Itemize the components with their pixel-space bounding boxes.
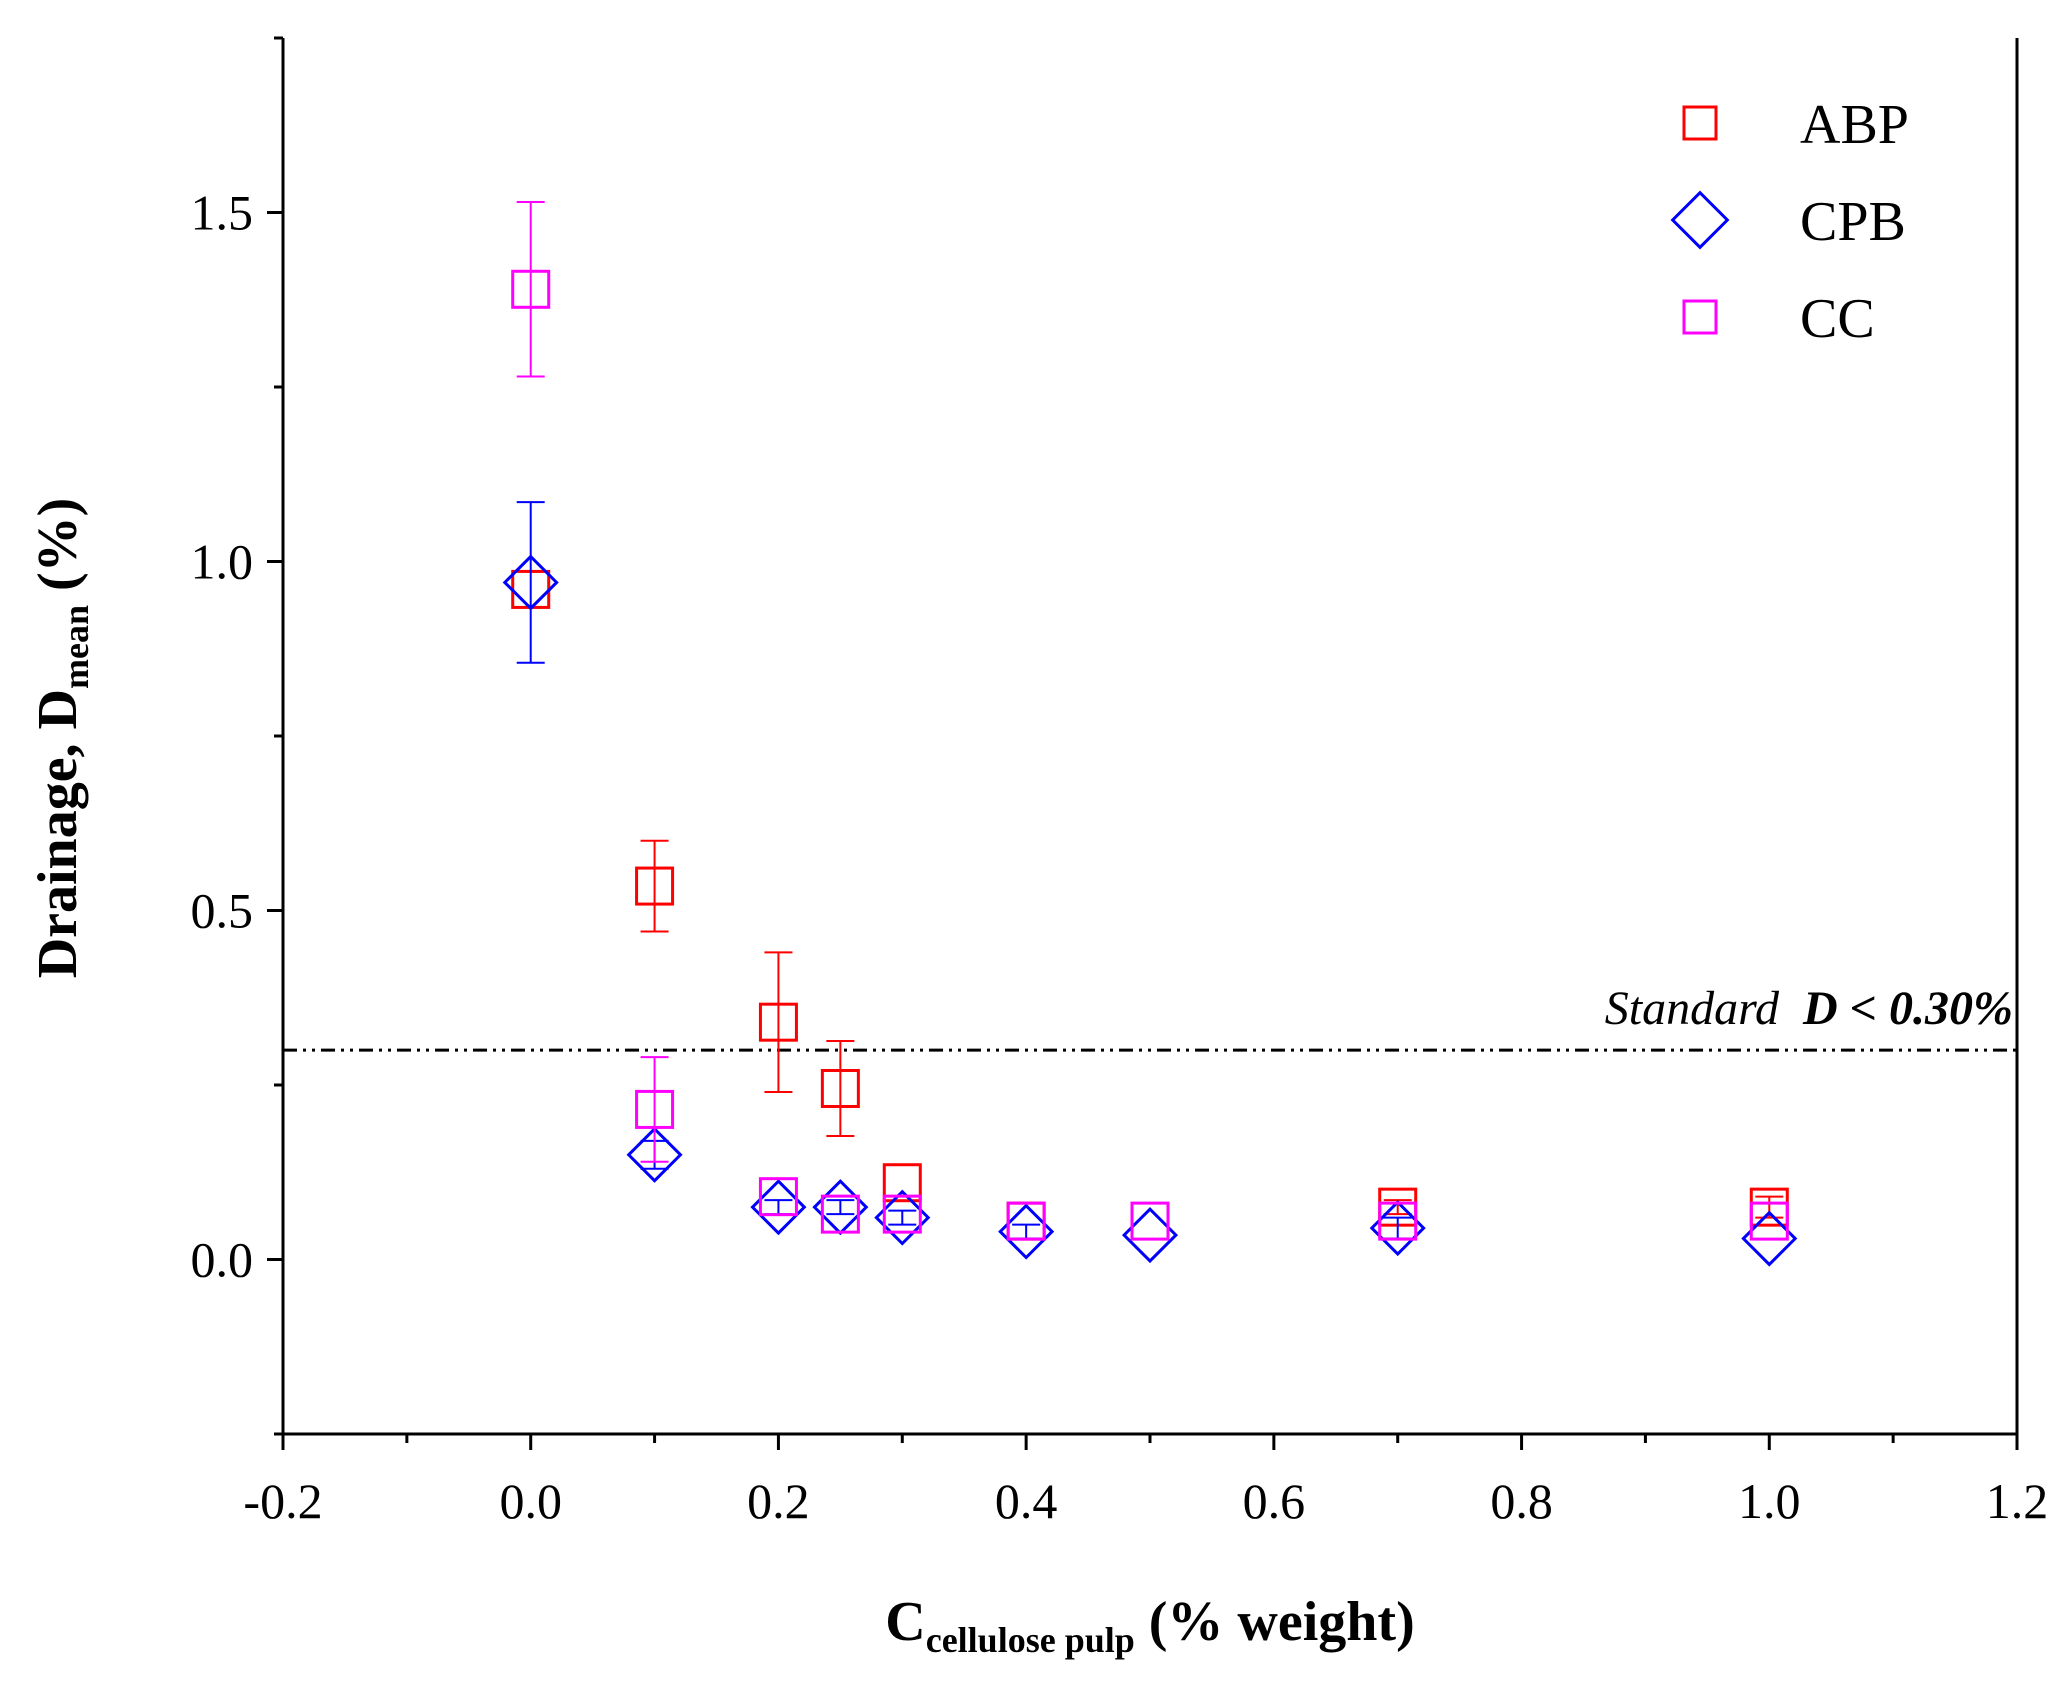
- series-cc: [511, 201, 1789, 1241]
- legend-label: CPB: [1800, 191, 1906, 253]
- legend-item-abp: ABP: [1682, 94, 1909, 156]
- x-tick-label: -0.2: [243, 1473, 322, 1529]
- data-point: [820, 1068, 860, 1108]
- y-axis-title-suffix: (%): [27, 498, 89, 605]
- data-point: [626, 1126, 683, 1183]
- legend-item-cpb: CPB: [1670, 190, 1906, 253]
- data-point: [758, 1177, 798, 1217]
- data-point: [635, 866, 675, 906]
- x-axis-title-subscript: cellulose pulp: [926, 1620, 1135, 1660]
- y-tick-label: 1.0: [191, 534, 254, 590]
- legend-marker: [1670, 190, 1730, 250]
- legend-label: CC: [1800, 288, 1875, 350]
- axis-titles: Ccellulose pulp (% weight) Drainage, Dmea…: [27, 498, 1415, 1660]
- data-point: [502, 554, 559, 611]
- y-tick-label: 0.0: [191, 1232, 254, 1288]
- y-axis-title: Drainage, Dmean (%): [27, 498, 96, 979]
- y-axis-title-prefix: Drainage, D: [27, 689, 89, 978]
- data-point: [1130, 1201, 1170, 1241]
- data-point: [511, 269, 551, 309]
- data-point: [882, 1163, 922, 1203]
- series-cpb: [502, 501, 1798, 1267]
- x-tick-label: 0.4: [995, 1473, 1058, 1529]
- y-tick-label: 1.5: [191, 185, 254, 241]
- data-point: [1378, 1201, 1418, 1241]
- legend-marker: [1682, 299, 1718, 335]
- x-tick-label: 1.0: [1738, 1473, 1801, 1529]
- standard-label: Standard D < 0.30%: [1605, 982, 2013, 1035]
- standard-label-bold: D < 0.30%: [1802, 982, 2013, 1035]
- x-axis-title: Ccellulose pulp (% weight): [885, 1591, 1414, 1660]
- legend: ABP CPB CC: [1670, 94, 1909, 350]
- x-tick-label: 0.2: [747, 1473, 810, 1529]
- x-tick-label: 0.0: [499, 1473, 562, 1529]
- legend-marker: [1682, 105, 1718, 141]
- x-tick-label: 0.6: [1243, 1473, 1306, 1529]
- data-point: [1749, 1201, 1789, 1241]
- x-tick-label: 0.8: [1490, 1473, 1553, 1529]
- standard-label-italic: Standard: [1605, 982, 1803, 1035]
- legend-item-cc: CC: [1682, 288, 1875, 350]
- axis-ticks: -0.2 0.0 0.2 0.4 0.6 0.8 1.0 1.2 0.0 0.5 1.0 1.5: [191, 36, 2049, 1529]
- y-axis-title-subscript: mean: [56, 605, 96, 689]
- reference-line: Standard D < 0.30%: [283, 982, 2017, 1052]
- x-tick-label: 1.2: [1986, 1473, 2049, 1529]
- x-axis-title-main: C: [885, 1591, 925, 1653]
- x-axis-title-suffix: (% weight): [1135, 1591, 1415, 1653]
- data-point: [820, 1194, 860, 1234]
- data-point: [882, 1194, 922, 1234]
- data-point: [758, 1002, 798, 1042]
- data-point: [635, 1089, 675, 1129]
- data-series: [502, 201, 1798, 1267]
- legend-label: ABP: [1800, 94, 1909, 156]
- y-tick-label: 0.5: [191, 883, 254, 939]
- data-point: [1006, 1201, 1046, 1241]
- series-abp: [511, 569, 1789, 1241]
